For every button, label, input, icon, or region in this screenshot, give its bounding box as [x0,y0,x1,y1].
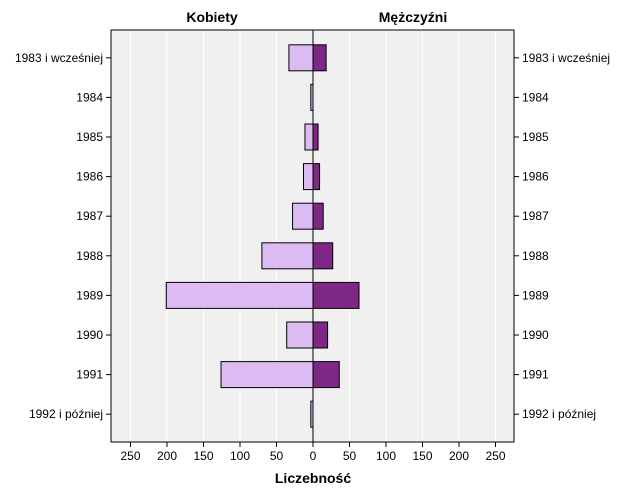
category-label-right: 1990 [522,328,549,342]
bar-mezczyzni [312,361,340,389]
x-tick-label: 50 [343,449,357,463]
x-tick-label: 200 [157,449,177,463]
ticks [106,57,519,447]
category-label-left: 1992 i później [29,407,103,421]
category-label-left: 1990 [76,328,103,342]
category-label-right: 1992 i później [522,407,596,421]
category-label-left: 1986 [76,170,103,184]
bars [165,44,360,428]
bar-mezczyzni [312,281,360,309]
category-label-left: 1985 [76,130,103,144]
bar-kobiety [304,123,314,151]
category-label-right: 1987 [522,209,549,223]
right-panel-title: Mężczyźni [379,9,447,25]
category-label-left: 1984 [76,90,103,104]
bar-mezczyzni [312,163,321,191]
category-label-right: 1984 [522,90,549,104]
category-label-right: 1986 [522,170,549,184]
x-tick-label: 250 [485,449,505,463]
bar-mezczyzni [312,242,334,270]
bar-mezczyzni [312,202,324,230]
category-label-right: 1988 [522,249,549,263]
labels: 0 50 50 100 100 150 150 200 200 250 250 1983 i wcze… [15,51,610,463]
category-label-left: 1991 [76,368,103,382]
x-tick-label: 0 [310,449,317,463]
x-tick-label: 200 [449,449,469,463]
category-label-left: 1987 [76,209,103,223]
category-label-right: 1989 [522,288,549,302]
category-label-right: 1983 i wcześniej [522,51,610,65]
x-tick-label: 150 [412,449,432,463]
x-tick-label: 150 [193,449,213,463]
bar-mezczyzni [312,321,329,349]
bar-kobiety [303,163,314,191]
left-panel-title: Kobiety [186,9,238,25]
x-tick-label: 50 [270,449,284,463]
bar-kobiety [165,281,314,309]
category-label-left: 1989 [76,288,103,302]
x-tick-label: 100 [230,449,250,463]
category-label-left: 1988 [76,249,103,263]
category-label-left: 1983 i wcześniej [15,51,103,65]
bar-mezczyzni [312,123,319,151]
bar-kobiety [220,361,314,389]
bar-kobiety [261,242,314,270]
category-label-right: 1991 [522,368,549,382]
category-label-right: 1985 [522,130,549,144]
x-tick-label: 100 [376,449,396,463]
bar-mezczyzni [312,44,327,72]
bar-kobiety [288,44,314,72]
bar-kobiety [286,321,314,349]
x-tick-label: 250 [120,449,140,463]
x-axis-title: Liczebność [275,470,351,486]
bar-kobiety [292,202,314,230]
